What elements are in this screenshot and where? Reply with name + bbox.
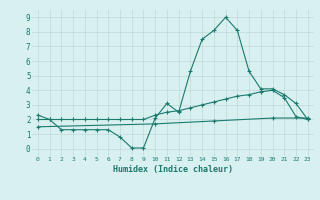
X-axis label: Humidex (Indice chaleur): Humidex (Indice chaleur) bbox=[113, 165, 233, 174]
